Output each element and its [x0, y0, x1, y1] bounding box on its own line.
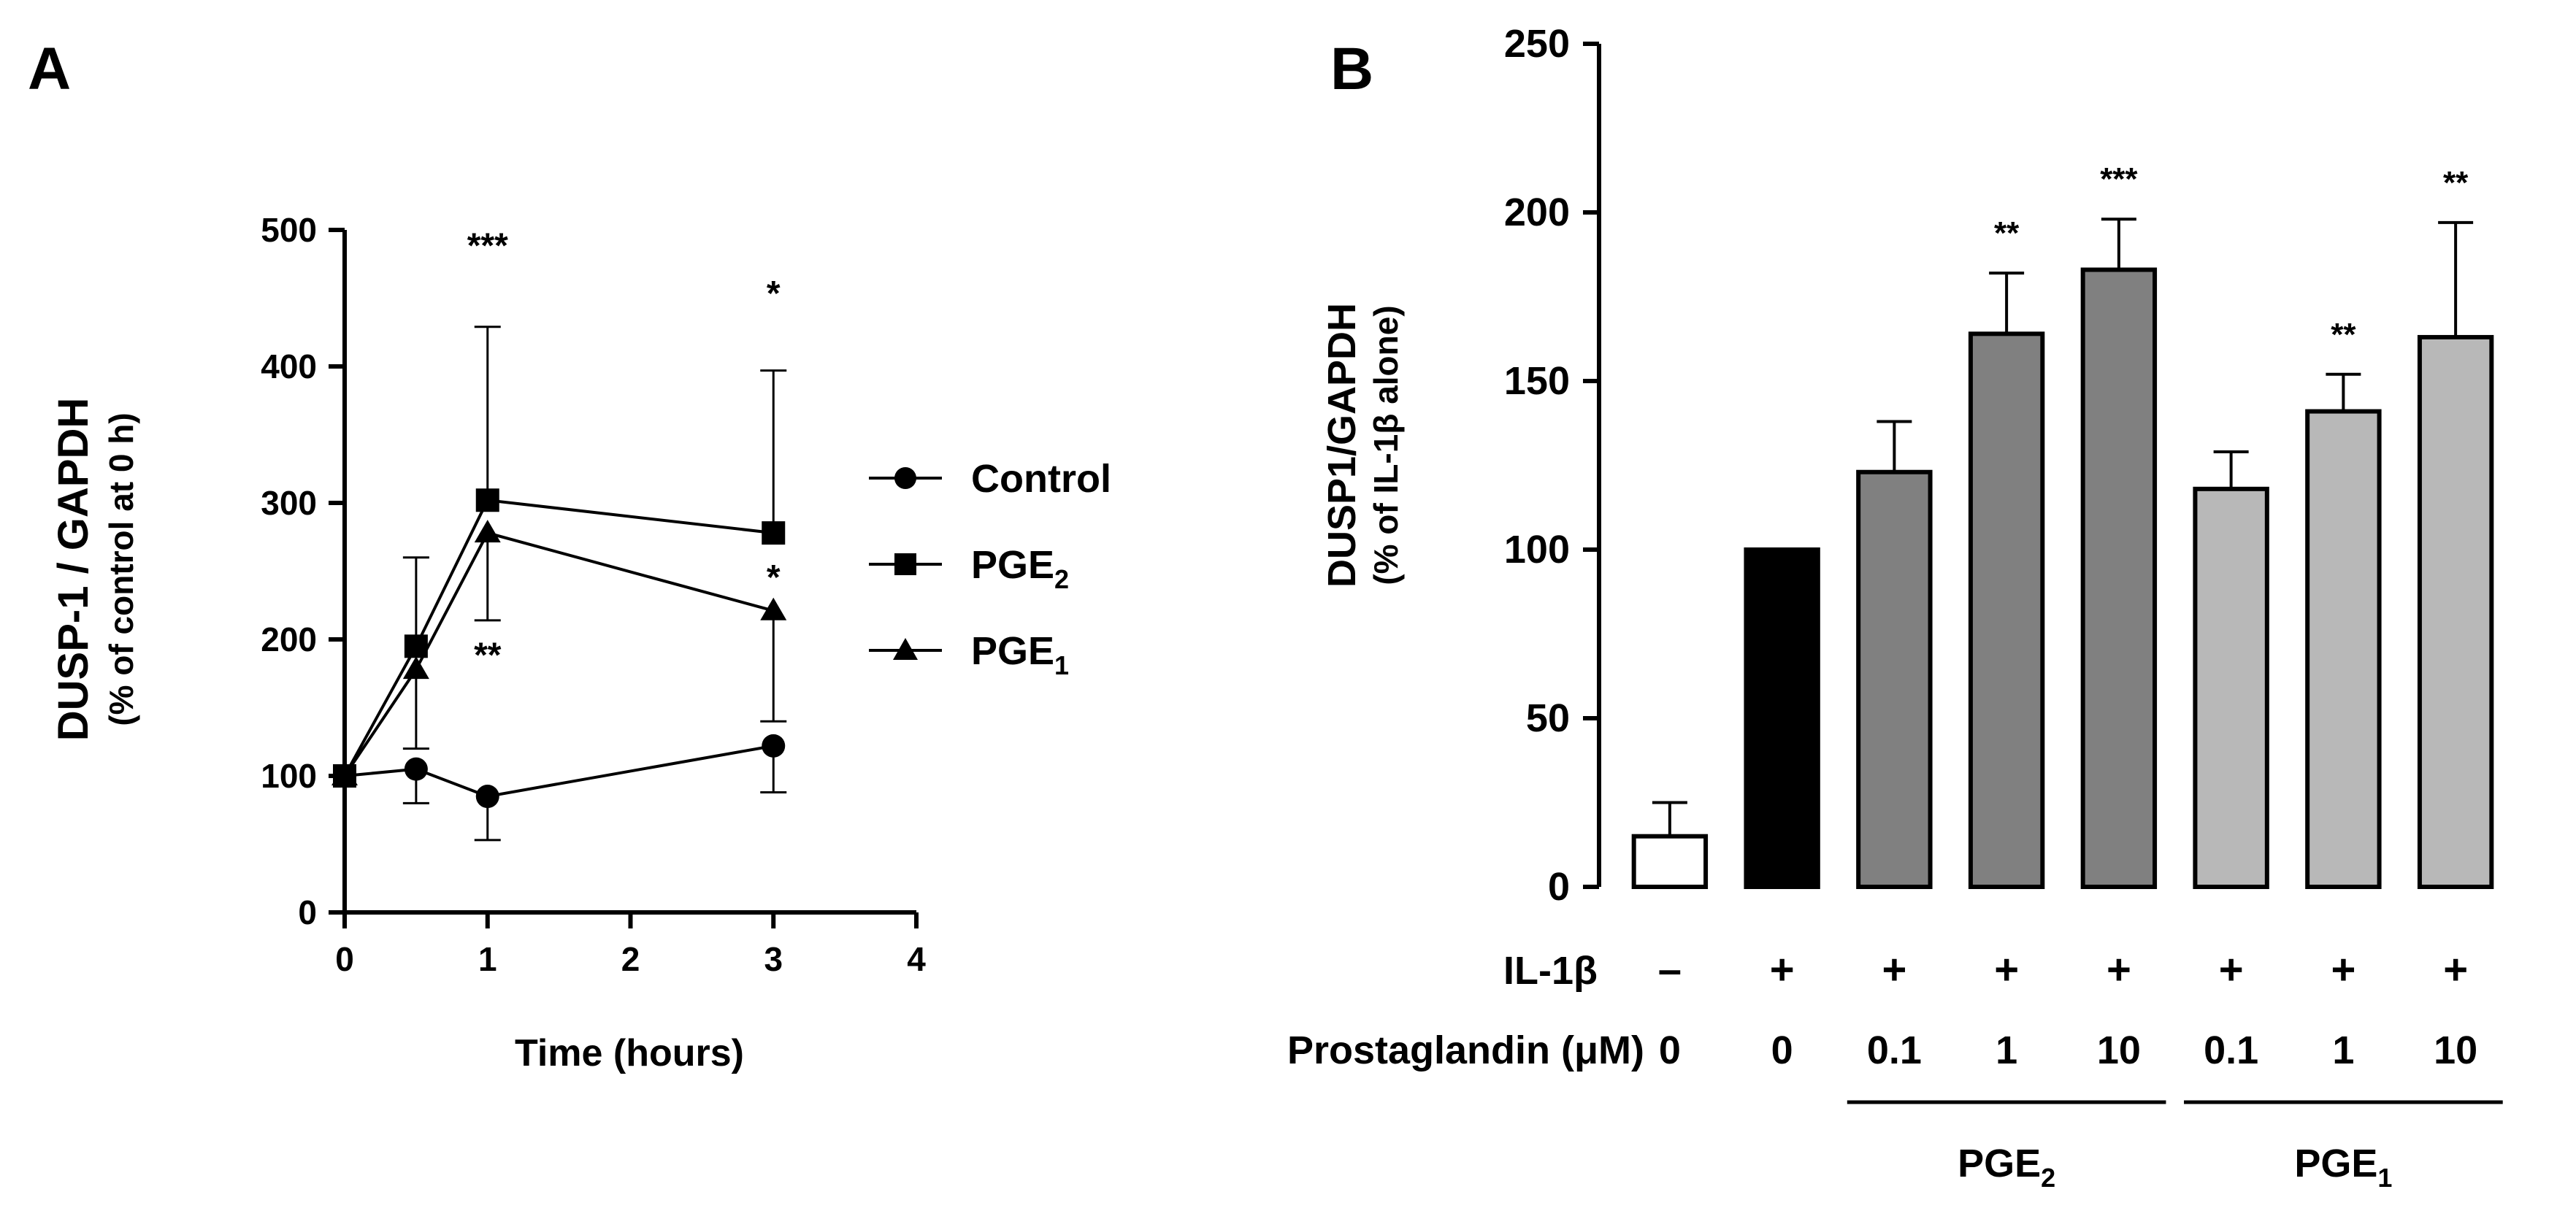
a-control-point [762, 734, 786, 758]
a-y-tick-label: 300 [261, 484, 317, 522]
b-il1b-value: + [2219, 946, 2244, 993]
a-significance: * [767, 274, 781, 313]
a-x-tick-label: 2 [621, 940, 640, 978]
legend-pge2: PGE2 [869, 543, 1069, 594]
b-ylabel: DUSP1/GAPDH [1320, 303, 1364, 588]
b-prostaglandin-value: 0 [1771, 1028, 1793, 1072]
b-il1b-value: + [2443, 946, 2468, 993]
b-significance: ** [1994, 215, 2020, 251]
a-ylabel: DUSP-1 / GAPDH [50, 398, 97, 742]
legend-pge1: PGE1 [869, 629, 1069, 680]
a-significance: * [767, 558, 781, 597]
a-pge2-line [343, 499, 774, 777]
a-pge2-point [475, 488, 499, 512]
b-bar [2193, 486, 2269, 889]
b-bar [2305, 409, 2382, 889]
legend-control-label: Control [971, 457, 1111, 501]
panel-b-label: B [1330, 36, 1373, 102]
legend-pge2-label: PGE2 [971, 543, 1069, 594]
a-pge2-point [762, 521, 786, 545]
a-x-tick-label: 3 [764, 940, 783, 978]
a-pge1-point [331, 763, 358, 785]
a-control-line [344, 744, 774, 799]
b-prostaglandin-value: 0.1 [2204, 1028, 2258, 1072]
a-x-tick-label: 1 [478, 940, 497, 978]
b-ylabel-2: (% of IL-1β alone) [1367, 305, 1405, 585]
b-bar [1968, 331, 2045, 889]
legend-pge1-label: PGE1 [971, 629, 1069, 680]
b-significance: ** [2331, 317, 2356, 353]
b-prostaglandin-value: 1 [1996, 1028, 2017, 1072]
b-il1b-value: + [2107, 946, 2131, 993]
b-bar [2080, 267, 2158, 890]
a-pge1-point [760, 597, 787, 620]
b-y-tick-label: 100 [1504, 528, 1570, 572]
a-y-tick-label: 0 [298, 893, 317, 931]
panel-a-legend: Control PGE2 PGE1 [869, 457, 1111, 680]
b-prostaglandin-value: 10 [2097, 1028, 2141, 1072]
a-control-point [404, 757, 428, 781]
panel-a-label: A [28, 36, 71, 102]
b-group-label: PGE1 [2294, 1142, 2392, 1193]
b-group-label: PGE2 [1958, 1142, 2055, 1193]
a-ylabel-2: (% of control at 0 h) [102, 412, 140, 726]
legend-control: Control [869, 457, 1111, 501]
b-prostaglandin-value: 0.1 [1867, 1028, 1922, 1072]
a-y-tick-label: 500 [261, 211, 317, 249]
a-x-tick-label: 0 [335, 940, 354, 978]
a-control-point [475, 785, 499, 809]
b-il1b-value: + [1994, 946, 2019, 993]
a-y-tick-label: 100 [261, 757, 317, 795]
b-y-tick-label: 200 [1504, 191, 1570, 234]
b-bar [1744, 547, 1820, 889]
b-bar [2417, 334, 2494, 889]
a-significance: *** [467, 226, 508, 265]
b-bar [1631, 834, 1709, 889]
b-row-label-prostaglandin: Prostaglandin (μM) [1287, 1028, 1644, 1072]
a-pge1-point [474, 520, 501, 543]
a-pge1-point [402, 656, 429, 680]
b-il1b-value: – [1658, 946, 1682, 993]
b-il1b-value: + [1770, 946, 1795, 993]
b-significance: ** [2443, 165, 2469, 201]
b-prostaglandin-value: 1 [2332, 1028, 2354, 1072]
b-prostaglandin-value: 10 [2434, 1028, 2477, 1072]
b-significance: *** [2100, 161, 2138, 197]
b-il1b-value: + [2331, 946, 2355, 993]
a-y-tick-label: 400 [261, 347, 317, 385]
a-pge1-line [343, 531, 774, 777]
panel-a-chart: DUSP-1 / GAPDH (% of control at 0 h) Tim… [50, 211, 926, 1074]
b-y-tick-label: 50 [1526, 696, 1570, 740]
b-y-tick-label: 0 [1548, 865, 1570, 909]
b-y-tick-label: 150 [1504, 359, 1570, 403]
b-bar [1856, 469, 1933, 889]
b-il1b-value: + [1882, 946, 1906, 993]
b-row-label-il1b: IL-1β [1503, 949, 1598, 993]
b-prostaglandin-value: 0 [1659, 1028, 1681, 1072]
b-y-tick-label: 250 [1504, 22, 1570, 66]
a-y-tick-label: 200 [261, 620, 317, 658]
a-x-tick-label: 4 [907, 940, 926, 978]
a-significance: ** [474, 636, 502, 674]
a-xlabel: Time (hours) [515, 1032, 744, 1074]
panel-b-chart: DUSP1/GAPDH (% of IL-1β alone) IL-1β Pro… [1287, 22, 2503, 1193]
